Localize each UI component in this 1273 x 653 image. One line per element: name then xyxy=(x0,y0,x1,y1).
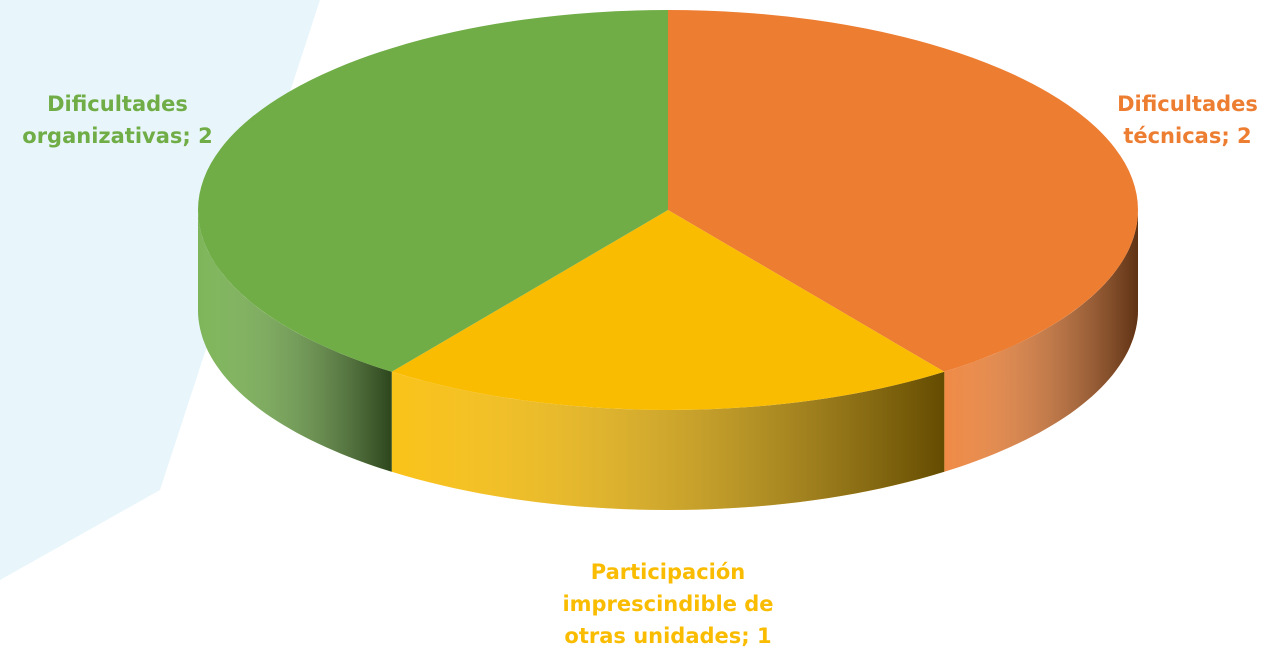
slice-label: Dificultades organizativas; 2 xyxy=(22,92,213,148)
slice-label: Participación imprescindible de otras un… xyxy=(562,560,774,648)
slice-side-shade xyxy=(944,210,1138,472)
slice xyxy=(197,10,669,372)
slice-side-shade xyxy=(391,371,945,510)
slice xyxy=(668,10,1138,372)
slice-label: Dificultades técnicas; 2 xyxy=(1117,92,1258,148)
slice xyxy=(391,210,945,410)
slice-side-shade xyxy=(198,210,392,472)
